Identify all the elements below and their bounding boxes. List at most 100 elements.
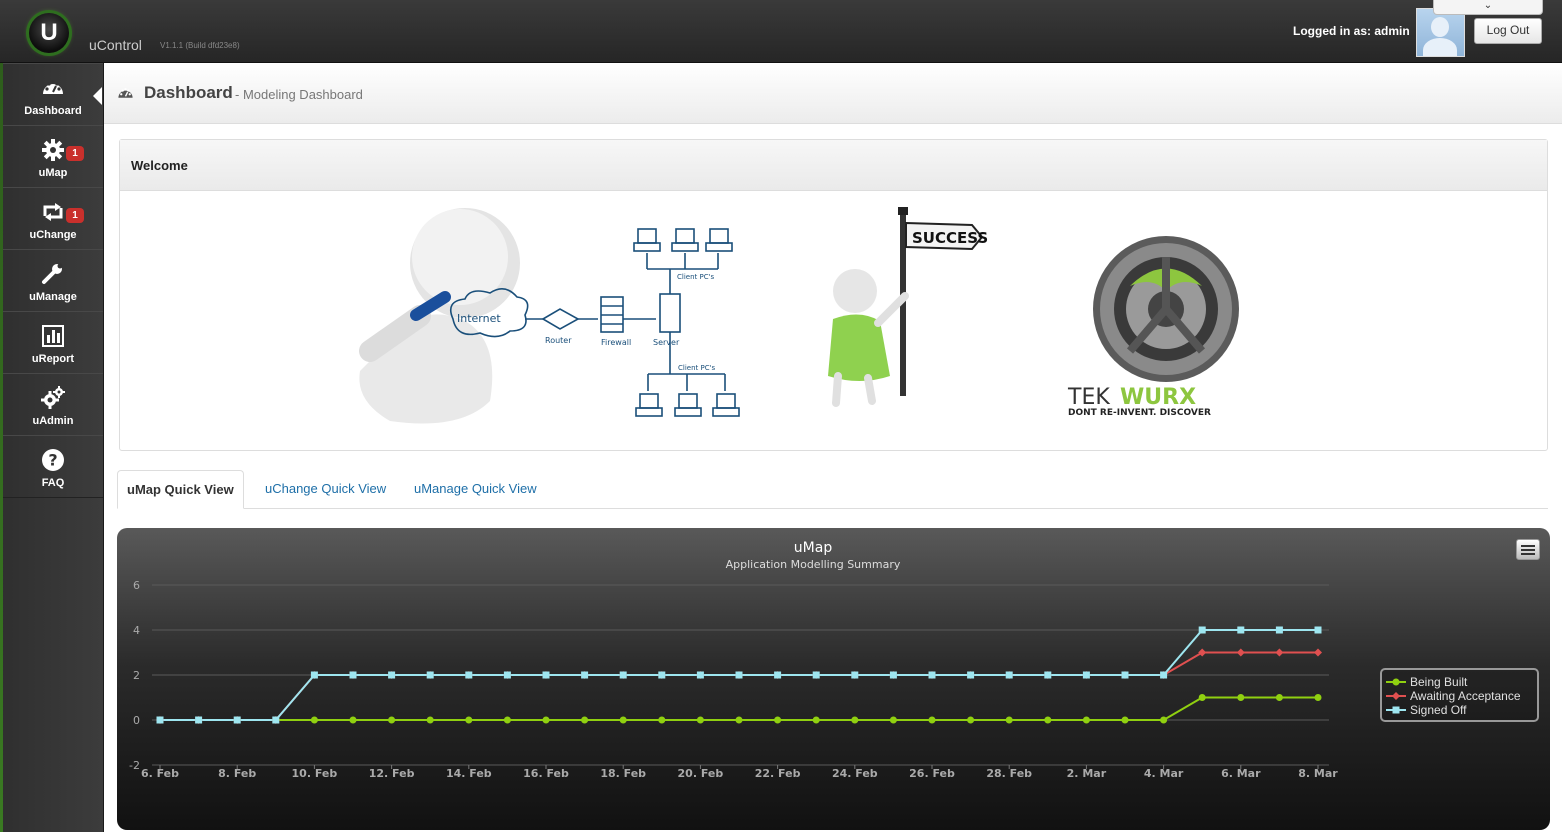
data-point-being-built[interactable] <box>581 716 589 724</box>
data-point-awaiting-acceptance[interactable] <box>1198 648 1207 657</box>
app-logo[interactable]: U <box>29 13 69 53</box>
data-point-awaiting-acceptance[interactable] <box>1275 648 1284 657</box>
data-point-being-built[interactable] <box>426 716 434 724</box>
sidebar-item-umanage[interactable]: uManage <box>3 249 103 312</box>
data-point-being-built[interactable] <box>1121 716 1129 724</box>
data-point-being-built[interactable] <box>889 716 897 724</box>
data-point-being-built[interactable] <box>465 716 473 724</box>
data-point-signed-off[interactable] <box>1005 671 1013 679</box>
y-tick-label: 0 <box>133 714 140 727</box>
data-point-being-built[interactable] <box>619 716 627 724</box>
chart-subtitle: Application Modelling Summary <box>726 558 901 571</box>
data-point-being-built[interactable] <box>1275 694 1283 701</box>
data-point-signed-off[interactable] <box>812 671 820 679</box>
data-point-being-built[interactable] <box>503 716 511 724</box>
data-point-being-built[interactable] <box>735 716 743 724</box>
data-point-signed-off[interactable] <box>696 671 704 679</box>
data-point-signed-off[interactable] <box>503 671 511 679</box>
data-point-signed-off[interactable] <box>1082 671 1090 679</box>
data-point-signed-off[interactable] <box>272 716 280 724</box>
y-tick-label: 4 <box>133 624 140 637</box>
data-point-being-built[interactable] <box>349 716 357 724</box>
tab-umap-quick-view[interactable]: uMap Quick View <box>117 470 244 509</box>
x-tick-label: 8. Feb <box>218 767 256 780</box>
legend-label: Signed Off <box>1410 703 1467 717</box>
app-logo-letter: U <box>40 19 58 46</box>
active-nav-indicator <box>93 87 102 105</box>
data-point-being-built[interactable] <box>1314 694 1322 701</box>
sidebar-item-dashboard[interactable]: Dashboard <box>3 63 103 126</box>
data-point-signed-off[interactable] <box>851 671 859 679</box>
data-point-being-built[interactable] <box>1082 716 1090 724</box>
sidebar-item-umap[interactable]: 1 uMap <box>3 125 103 188</box>
data-point-signed-off[interactable] <box>735 671 743 679</box>
data-point-being-built[interactable] <box>812 716 820 724</box>
data-point-being-built[interactable] <box>967 716 975 724</box>
x-tick-label: 6. Mar <box>1221 767 1261 780</box>
data-point-awaiting-acceptance[interactable] <box>1236 648 1245 657</box>
server-label: Server <box>653 338 680 347</box>
data-point-being-built[interactable] <box>1160 716 1168 724</box>
data-point-signed-off[interactable] <box>658 671 666 679</box>
svg-text:?: ? <box>48 451 57 470</box>
data-point-signed-off[interactable] <box>1275 626 1283 634</box>
x-tick-label: 22. Feb <box>755 767 801 780</box>
data-point-signed-off[interactable] <box>1198 626 1206 634</box>
data-point-being-built[interactable] <box>851 716 859 724</box>
data-point-signed-off[interactable] <box>619 671 627 679</box>
data-point-being-built[interactable] <box>928 716 936 724</box>
chevron-down-icon[interactable]: ⌄ <box>1433 0 1543 15</box>
chart-menu-button[interactable] <box>1516 539 1540 560</box>
welcome-title: Welcome <box>131 158 188 173</box>
data-point-signed-off[interactable] <box>349 671 357 679</box>
sidebar-item-uchange[interactable]: 1 uChange <box>3 187 103 250</box>
tekwurx-tagline: DONT RE-INVENT. DISCOVER <box>1068 408 1211 418</box>
tekwurx-logo <box>1093 236 1239 382</box>
data-point-signed-off[interactable] <box>233 716 241 724</box>
data-point-being-built[interactable] <box>542 716 550 724</box>
sidebar-item-faq[interactable]: ? FAQ <box>3 435 103 498</box>
data-point-being-built[interactable] <box>388 716 396 724</box>
success-sign-label: SUCCESS <box>912 229 988 247</box>
data-point-signed-off[interactable] <box>542 671 550 679</box>
dashboard-icon <box>43 80 63 94</box>
data-point-signed-off[interactable] <box>156 716 164 724</box>
data-point-signed-off[interactable] <box>1160 671 1168 679</box>
data-point-signed-off[interactable] <box>195 716 203 724</box>
data-point-being-built[interactable] <box>1237 694 1245 701</box>
client-pcs-bottom-label: Client PC's <box>678 364 716 372</box>
data-point-signed-off[interactable] <box>967 671 975 679</box>
sidebar-item-ureport[interactable]: uReport <box>3 311 103 374</box>
data-point-signed-off[interactable] <box>1314 626 1322 634</box>
data-point-being-built[interactable] <box>1044 716 1052 724</box>
data-point-being-built[interactable] <box>1198 694 1206 701</box>
data-point-signed-off[interactable] <box>426 671 434 679</box>
series-line-awaiting-acceptance <box>160 651 1318 721</box>
sidebar-item-label: uMap <box>38 167 68 179</box>
data-point-signed-off[interactable] <box>465 671 473 679</box>
tab-uchange-quick-view[interactable]: uChange Quick View <box>265 481 387 496</box>
data-point-signed-off[interactable] <box>388 671 396 679</box>
data-point-being-built[interactable] <box>696 716 704 724</box>
data-point-signed-off[interactable] <box>889 671 897 679</box>
data-point-being-built[interactable] <box>658 716 666 724</box>
y-tick-label: 6 <box>133 579 140 592</box>
data-point-signed-off[interactable] <box>774 671 782 679</box>
data-point-signed-off[interactable] <box>1044 671 1052 679</box>
data-point-signed-off[interactable] <box>310 671 318 679</box>
data-point-signed-off[interactable] <box>581 671 589 679</box>
logout-button[interactable]: Log Out <box>1474 18 1542 44</box>
data-point-being-built[interactable] <box>310 716 318 724</box>
data-point-being-built[interactable] <box>1005 716 1013 724</box>
user-avatar[interactable] <box>1416 8 1465 57</box>
bar-chart-icon <box>42 325 64 347</box>
data-point-awaiting-acceptance[interactable] <box>1314 648 1322 657</box>
data-point-signed-off[interactable] <box>1237 626 1245 634</box>
data-point-signed-off[interactable] <box>1121 671 1129 679</box>
data-point-being-built[interactable] <box>774 716 782 724</box>
sidebar-item-uadmin[interactable]: uAdmin <box>3 373 103 436</box>
x-tick-label: 26. Feb <box>909 767 955 780</box>
x-tick-label: 14. Feb <box>446 767 492 780</box>
data-point-signed-off[interactable] <box>928 671 936 679</box>
tab-umanage-quick-view[interactable]: uManage Quick View <box>414 481 537 496</box>
